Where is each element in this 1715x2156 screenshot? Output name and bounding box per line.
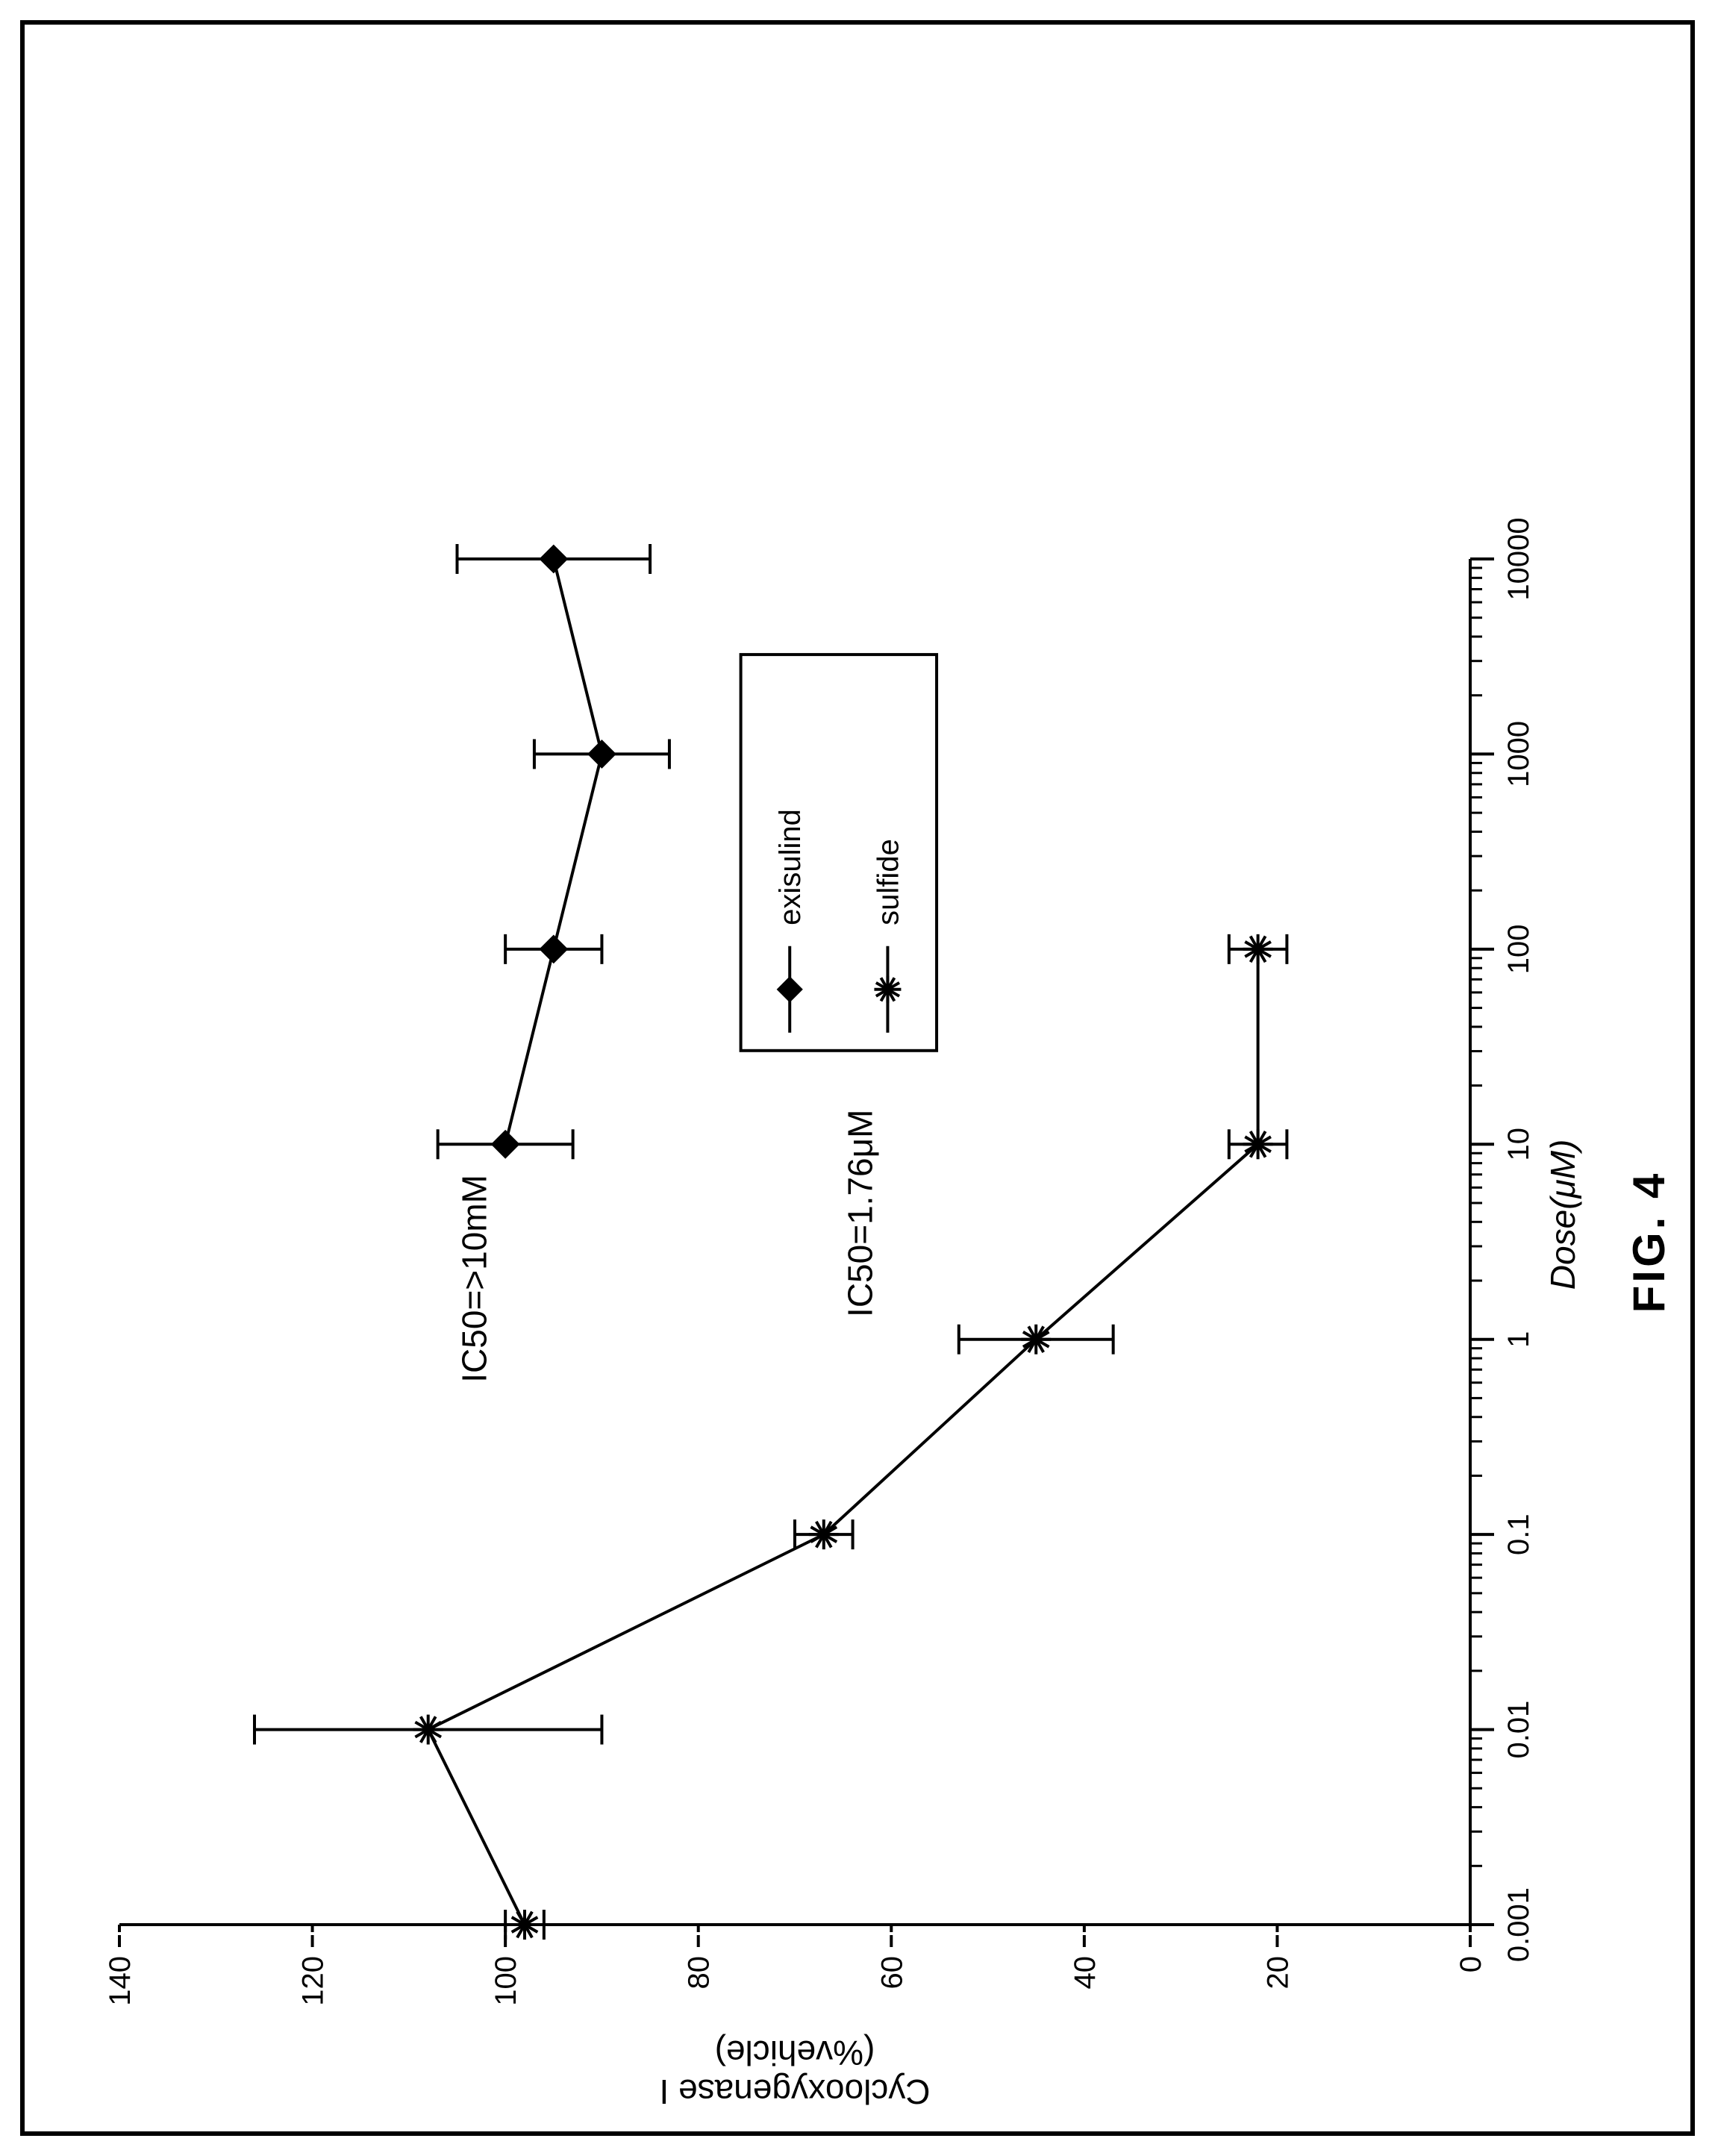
x-tick-label: 0.001 — [1502, 1887, 1535, 1962]
data-point — [492, 1131, 519, 1157]
annotation: IC50=1.76μM — [840, 1110, 879, 1317]
x-tick-label: 0.01 — [1502, 1701, 1535, 1759]
y-tick-label: 20 — [1261, 1956, 1294, 1990]
legend-box — [741, 654, 937, 1051]
x-tick-label: 10000 — [1502, 517, 1535, 600]
y-tick-label: 100 — [490, 1956, 522, 2006]
data-point — [510, 1910, 540, 1940]
series-line — [428, 949, 1258, 1925]
data-point — [588, 740, 615, 767]
y-axis-label-line1: Cyclooxygenase I — [659, 2072, 930, 2111]
y-tick-label: 60 — [875, 1956, 908, 1990]
y-tick-label: 120 — [297, 1956, 330, 2006]
data-point — [413, 1715, 443, 1745]
legend-label: exisulind — [774, 809, 807, 925]
data-point — [1243, 934, 1273, 964]
y-tick-label: 80 — [683, 1956, 716, 1990]
x-tick-label: 0.1 — [1502, 1513, 1535, 1555]
x-tick-label: 100 — [1502, 924, 1535, 974]
x-tick-label: 10 — [1502, 1128, 1535, 1161]
chart-svg: 0 20 40 60 80 100 120 140 0.001 0.01 0.1 1 10 100 1000… — [0, 0, 1715, 2156]
y-tick-label: 0 — [1455, 1956, 1487, 1972]
y-tick-label: 40 — [1069, 1956, 1102, 1990]
x-tick-label: 1000 — [1502, 721, 1535, 787]
figure-caption: FIG. 4 — [1624, 1171, 1674, 1313]
legend-label: sulfide — [872, 839, 905, 925]
data-point — [540, 546, 567, 572]
series-line — [505, 559, 602, 1144]
x-tick-label: 1 — [1502, 1331, 1535, 1348]
annotation: IC50=>10mM — [454, 1175, 493, 1383]
figure-container: 0 20 40 60 80 100 120 140 0.001 0.01 0.1 1 10 100 1000… — [0, 0, 1715, 2156]
y-axis-label-line2: (%vehicle) — [715, 2034, 875, 2072]
y-tick-label: 140 — [104, 1956, 137, 2006]
data-point — [540, 936, 567, 963]
x-axis-label: Dose(μM) — [1543, 1140, 1582, 1290]
